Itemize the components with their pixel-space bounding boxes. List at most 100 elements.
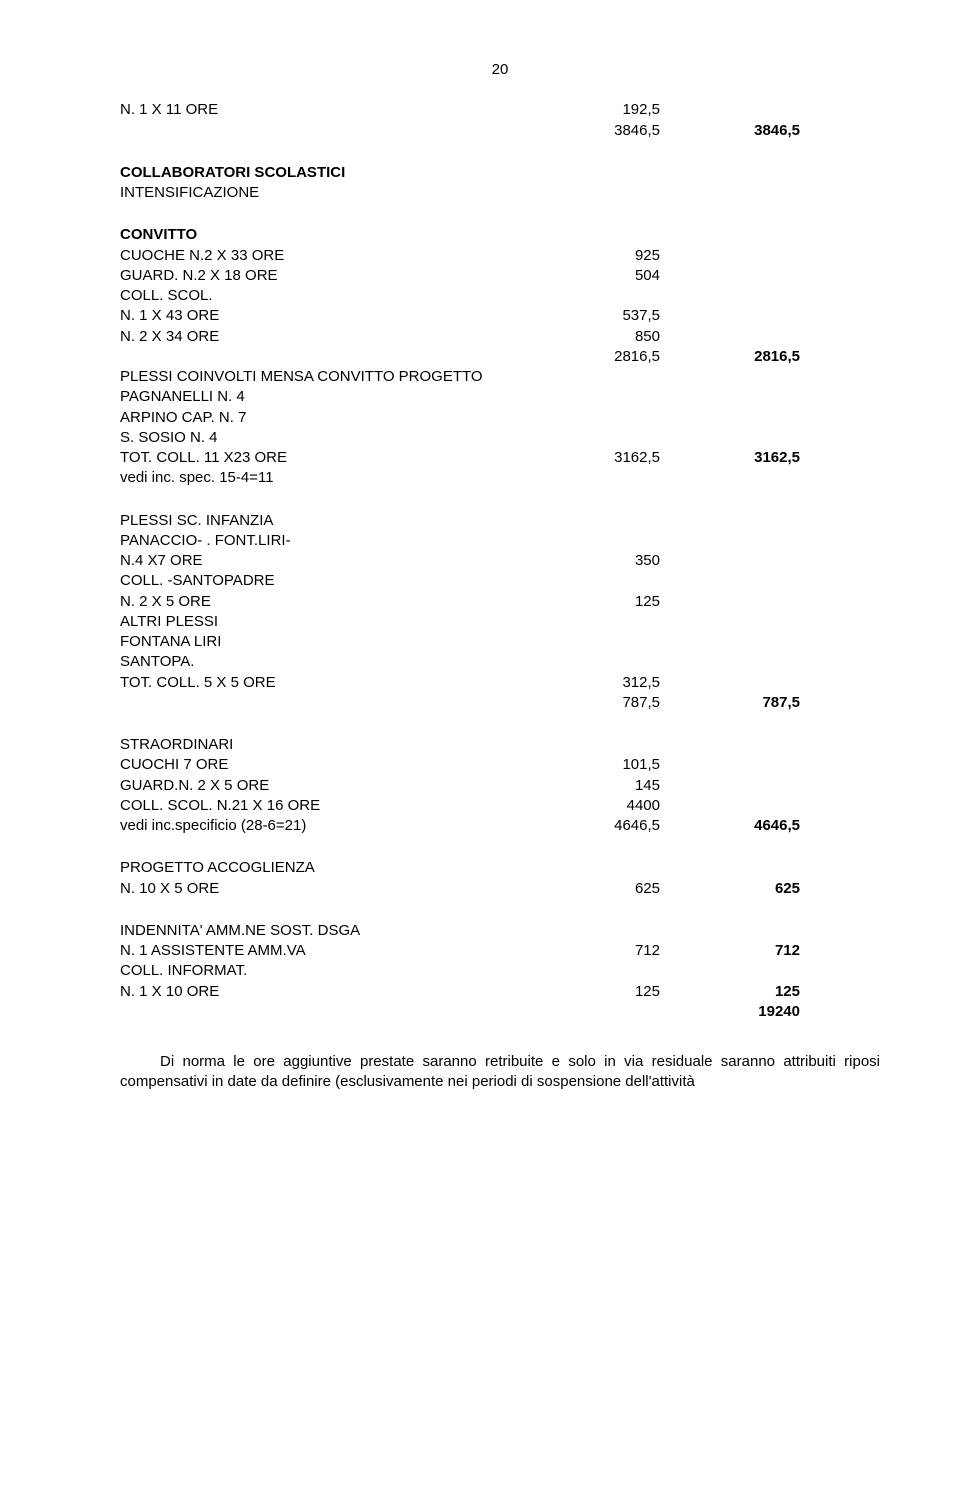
col-total: 19240: [660, 1002, 800, 1022]
col-value: 4646,5: [520, 816, 660, 836]
section-block: COLLABORATORI SCOLASTICIINTENSIFICAZIONE: [120, 163, 880, 204]
col-total: [660, 163, 800, 183]
col-total: [660, 246, 800, 266]
col-total: [660, 286, 800, 306]
col-value: [520, 921, 660, 941]
col-value: [520, 428, 660, 448]
data-row: CUOCHI 7 ORE101,5: [120, 755, 880, 775]
col-value: 625: [520, 879, 660, 899]
col-total: [660, 266, 800, 286]
data-row: COLL. -SANTOPADRE: [120, 571, 880, 591]
col-total: [660, 592, 800, 612]
data-row: ARPINO CAP. N. 7: [120, 408, 880, 428]
data-row: N. 10 X 5 ORE625625: [120, 879, 880, 899]
data-row: 19240: [120, 1002, 880, 1022]
col-label: STRAORDINARI: [120, 735, 520, 755]
col-value: [520, 612, 660, 632]
section-block: CONVITTOCUOCHE N.2 X 33 ORE925GUARD. N.2…: [120, 225, 880, 488]
data-row: N. 2 X 5 ORE125: [120, 592, 880, 612]
data-row: PROGETTO ACCOGLIENZA: [120, 858, 880, 878]
col-total: 3846,5: [660, 121, 800, 141]
col-value: [520, 1002, 660, 1022]
col-value: 712: [520, 941, 660, 961]
col-label: N. 10 X 5 ORE: [120, 879, 520, 899]
col-total: [660, 858, 800, 878]
col-value: 192,5: [520, 100, 660, 120]
data-row: N.4 X7 ORE350: [120, 551, 880, 571]
col-label: vedi inc. spec. 15-4=11: [120, 468, 520, 488]
section-block: N. 1 X 11 ORE192,53846,53846,5: [120, 100, 880, 141]
data-row: CONVITTO: [120, 225, 880, 245]
col-total: [660, 632, 800, 652]
col-label: N. 2 X 34 ORE: [120, 327, 520, 347]
data-row: 3846,53846,5: [120, 121, 880, 141]
data-row: PLESSI COINVOLTI MENSA CONVITTO PROGETTO: [120, 367, 880, 387]
data-row: STRAORDINARI: [120, 735, 880, 755]
col-label: COLL. -SANTOPADRE: [120, 571, 520, 591]
col-value: 350: [520, 551, 660, 571]
col-label: [120, 1002, 520, 1022]
col-value: [520, 858, 660, 878]
col-value: [520, 183, 660, 203]
col-label: PAGNANELLI N. 4: [120, 387, 520, 407]
col-total: [660, 327, 800, 347]
col-total: [660, 367, 800, 387]
data-row: N. 1 X 10 ORE125125: [120, 982, 880, 1002]
col-label: S. SOSIO N. 4: [120, 428, 520, 448]
col-total: [660, 796, 800, 816]
col-total: [660, 961, 800, 981]
document-content: N. 1 X 11 ORE192,53846,53846,5 COLLABORAT…: [120, 100, 880, 1022]
col-total: 712: [660, 941, 800, 961]
data-row: PLESSI SC. INFANZIA: [120, 511, 880, 531]
col-total: [660, 100, 800, 120]
col-label: GUARD.N. 2 X 5 ORE: [120, 776, 520, 796]
col-value: [520, 961, 660, 981]
data-row: PANACCIO- . FONT.LIRI-: [120, 531, 880, 551]
col-value: [520, 468, 660, 488]
section-block: STRAORDINARICUOCHI 7 ORE101,5GUARD.N. 2 …: [120, 735, 880, 836]
col-value: 787,5: [520, 693, 660, 713]
col-value: [520, 408, 660, 428]
col-value: 312,5: [520, 673, 660, 693]
col-value: [520, 632, 660, 652]
data-row: PAGNANELLI N. 4: [120, 387, 880, 407]
col-total: [660, 652, 800, 672]
col-value: [520, 511, 660, 531]
col-label: INTENSIFICAZIONE: [120, 183, 520, 203]
col-label: PLESSI COINVOLTI MENSA CONVITTO PROGETTO: [120, 367, 520, 387]
col-value: [520, 163, 660, 183]
col-label: CONVITTO: [120, 225, 520, 245]
col-total: [660, 551, 800, 571]
data-row: N. 2 X 34 ORE850: [120, 327, 880, 347]
col-label: CUOCHE N.2 X 33 ORE: [120, 246, 520, 266]
col-label: [120, 693, 520, 713]
col-label: COLL. SCOL. N.21 X 16 ORE: [120, 796, 520, 816]
col-label: INDENNITA' AMM.NE SOST. DSGA: [120, 921, 520, 941]
col-total: [660, 408, 800, 428]
col-value: 504: [520, 266, 660, 286]
page-number: 20: [120, 60, 880, 80]
col-total: [660, 428, 800, 448]
data-row: GUARD.N. 2 X 5 ORE145: [120, 776, 880, 796]
col-value: 4400: [520, 796, 660, 816]
col-total: [660, 735, 800, 755]
data-row: N. 1 X 43 ORE537,5: [120, 306, 880, 326]
col-label: vedi inc.specificio (28-6=21): [120, 816, 520, 836]
data-row: vedi inc.specificio (28-6=21)4646,54646,…: [120, 816, 880, 836]
data-row: COLL. SCOL.: [120, 286, 880, 306]
col-label: PANACCIO- . FONT.LIRI-: [120, 531, 520, 551]
col-label: N.4 X7 ORE: [120, 551, 520, 571]
data-row: 2816,52816,5: [120, 347, 880, 367]
col-total: [660, 571, 800, 591]
col-label: ALTRI PLESSI: [120, 612, 520, 632]
paragraph-text: Di norma le ore aggiuntive prestate sara…: [120, 1052, 880, 1093]
col-label: N. 1 X 43 ORE: [120, 306, 520, 326]
col-total: [660, 921, 800, 941]
data-row: COLLABORATORI SCOLASTICI: [120, 163, 880, 183]
data-row: TOT. COLL. 11 X23 ORE3162,53162,5: [120, 448, 880, 468]
col-label: TOT. COLL. 11 X23 ORE: [120, 448, 520, 468]
col-label: N. 1 X 10 ORE: [120, 982, 520, 1002]
col-value: 125: [520, 982, 660, 1002]
col-total: [660, 673, 800, 693]
col-value: 3162,5: [520, 448, 660, 468]
